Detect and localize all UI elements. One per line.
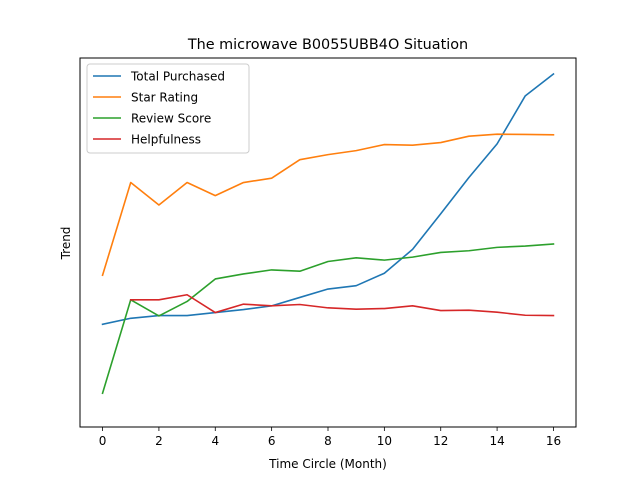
series-group <box>103 244 554 393</box>
y-axis-label: Trend <box>59 227 73 261</box>
series-line <box>103 244 554 393</box>
x-tick-label: 4 <box>211 434 219 448</box>
chart-title: The microwave B0055UBB4O Situation <box>187 37 468 53</box>
series-group <box>131 295 554 316</box>
series-line <box>103 134 554 275</box>
legend: Total Purchased Star Rating Review Score He… <box>87 64 249 153</box>
x-tick-label: 14 <box>489 434 504 448</box>
x-tick-label: 12 <box>433 434 448 448</box>
x-tick-label: 16 <box>546 434 561 448</box>
legend-label: Total Purchased <box>130 70 225 84</box>
legend-label: Review Score <box>131 112 211 126</box>
x-tick-label: 0 <box>99 434 107 448</box>
x-axis-ticks: 0 2 4 6 8 10 12 14 16 <box>99 427 561 448</box>
x-axis-label: Time Circle (Month) <box>268 457 387 471</box>
x-tick-label: 6 <box>268 434 276 448</box>
x-tick-label: 10 <box>377 434 392 448</box>
x-tick-label: 2 <box>155 434 163 448</box>
series-group <box>103 134 554 275</box>
series-line <box>131 295 554 316</box>
legend-label: Helpfulness <box>131 133 201 147</box>
x-tick-label: 8 <box>324 434 332 448</box>
legend-label: Star Rating <box>131 91 198 105</box>
